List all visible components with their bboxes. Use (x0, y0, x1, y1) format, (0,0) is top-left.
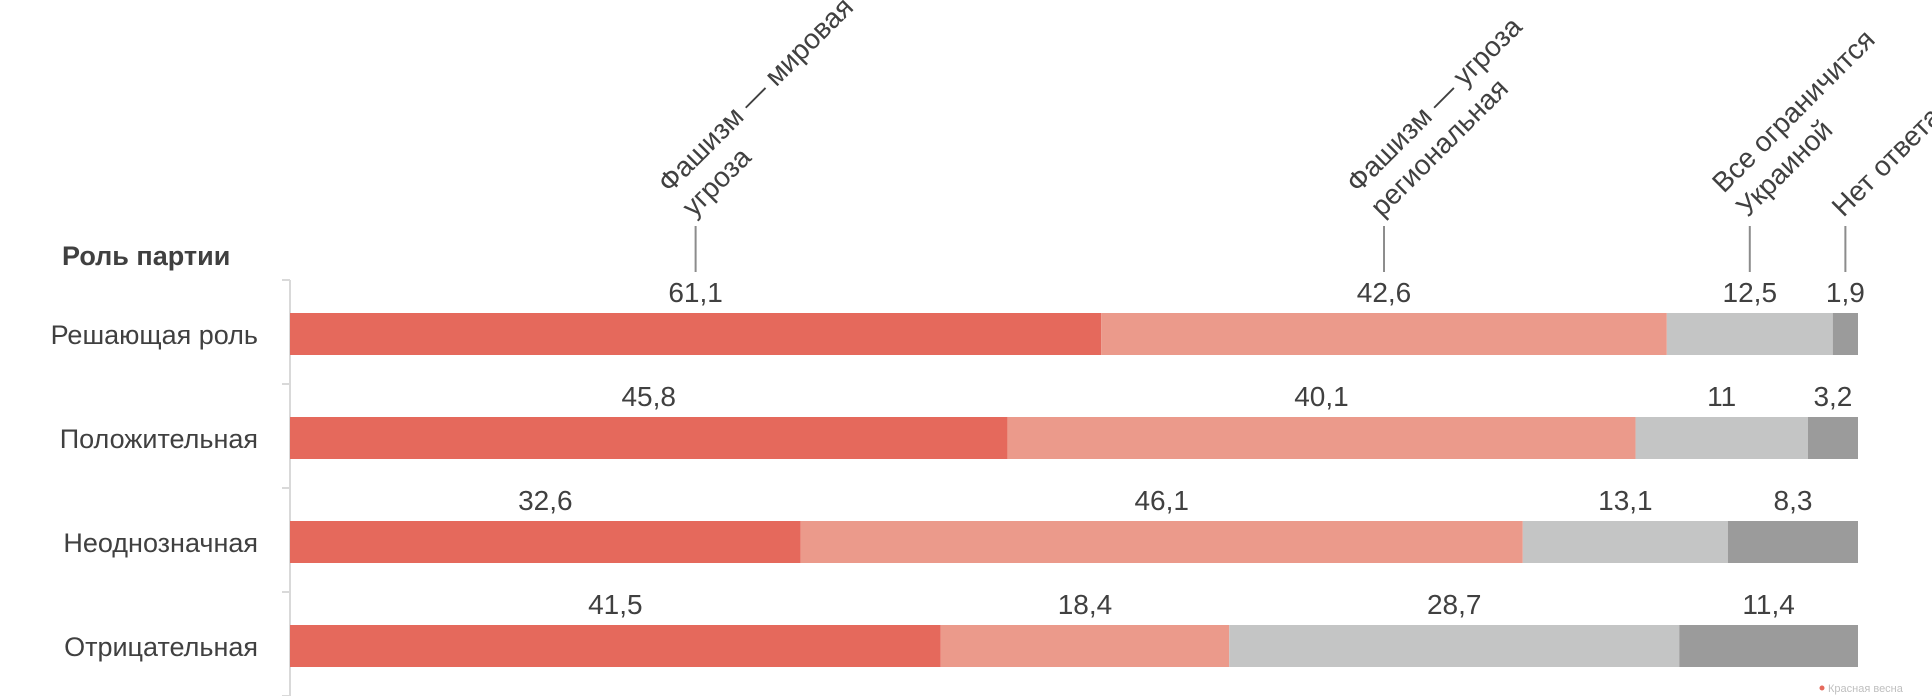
data-label: 45,8 (621, 381, 676, 412)
data-label: 42,6 (1357, 277, 1412, 308)
data-label: 46,1 (1134, 485, 1189, 516)
data-label: 13,1 (1598, 485, 1653, 516)
bar-segment (800, 521, 1523, 563)
data-label: 1,9 (1826, 277, 1865, 308)
bar-segment (290, 313, 1102, 355)
data-label: 8,3 (1774, 485, 1813, 516)
data-label: 28,7 (1427, 589, 1482, 620)
watermark-dot-icon (1819, 685, 1825, 691)
bar-segment (940, 625, 1230, 667)
bar-segment (1679, 625, 1858, 667)
data-label: 11,4 (1742, 589, 1794, 620)
data-label: 61,1 (668, 277, 723, 308)
bar-segment (1666, 313, 1833, 355)
legend-label: Нет ответа (1826, 101, 1932, 223)
bar-segment (290, 417, 1008, 459)
bar-segment (1522, 521, 1728, 563)
bar-segment (1807, 417, 1858, 459)
category-label: Отрицательная (64, 632, 258, 662)
data-label: 18,4 (1058, 589, 1113, 620)
bar-segment (290, 521, 801, 563)
data-label: 41,5 (588, 589, 643, 620)
bar-segment (1007, 417, 1636, 459)
bar-segment (1635, 417, 1808, 459)
data-label: 40,1 (1294, 381, 1349, 412)
bar-segment (1832, 313, 1858, 355)
legend-label-line: Фашизм — мировая (652, 0, 859, 198)
category-label: Решающая роль (51, 320, 258, 350)
bar-segment (290, 625, 941, 667)
category-label: Положительная (60, 424, 258, 454)
data-label: 11 (1707, 381, 1736, 412)
legend-label-line: Нет ответа (1826, 101, 1932, 223)
bar-segment (1101, 313, 1667, 355)
category-label: Неоднозначная (63, 528, 258, 558)
data-label: 3,2 (1813, 381, 1852, 412)
watermark: Красная весна (1828, 683, 1904, 695)
bar-segment (1229, 625, 1680, 667)
data-label: 32,6 (518, 485, 573, 516)
bar-segment (1727, 521, 1858, 563)
data-label: 12,5 (1723, 277, 1778, 308)
chart-heading: Роль партии (62, 241, 230, 271)
